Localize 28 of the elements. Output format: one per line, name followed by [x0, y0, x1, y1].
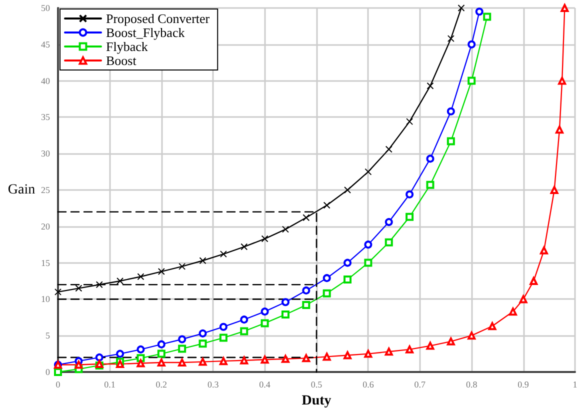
- x-tick-label: 0.1: [104, 380, 116, 390]
- y-tick-label: 45: [41, 39, 50, 50]
- legend-label: Proposed Converter: [106, 11, 210, 26]
- x-tick-label: 0.7: [414, 380, 426, 390]
- y-tick-label: 0: [46, 367, 50, 377]
- x-tick-label: 0.2: [156, 380, 168, 390]
- x-tick-label: 0.4: [259, 380, 271, 390]
- x-tick-label: 0.3: [207, 380, 220, 390]
- x-tick-label: 0.8: [466, 380, 478, 390]
- y-tick-label: 15: [41, 258, 50, 268]
- y-tick-label: 20: [41, 221, 50, 232]
- y-axis-title: Gain: [8, 182, 36, 198]
- legend-label: Flyback: [106, 39, 148, 54]
- x-tick-label: 0.5: [310, 380, 323, 390]
- y-tick-label: 5: [46, 330, 50, 341]
- x-axis-title: Duty: [302, 393, 332, 408]
- y-tick-label: 35: [41, 112, 50, 122]
- x-tick-label: 0.6: [362, 380, 374, 390]
- x-tick-label: 0.9: [518, 380, 530, 390]
- y-tick-label: 10: [41, 294, 50, 304]
- x-tick-label: 1: [572, 380, 578, 390]
- y-tick-label: 50: [41, 3, 50, 13]
- y-tick-label: 30: [41, 148, 50, 159]
- legend-label: Boost: [106, 53, 137, 68]
- y-tick-label: 40: [41, 76, 50, 86]
- x-tick-label: 0: [56, 380, 61, 390]
- legend-label: Boost_Flyback: [106, 25, 186, 40]
- y-tick-label: 25: [41, 185, 50, 195]
